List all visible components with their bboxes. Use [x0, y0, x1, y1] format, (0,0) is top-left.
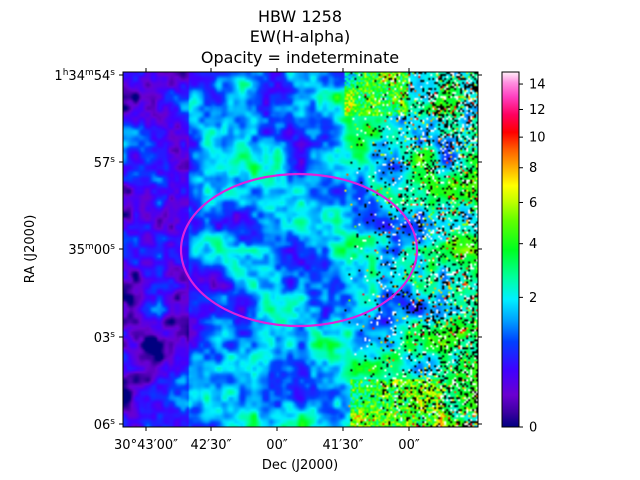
heatmap-image	[123, 72, 478, 427]
y-tick-label: 35m00s	[68, 242, 115, 258]
chart-title-line-3: Opacity = indeterminate	[201, 48, 399, 67]
x-tick-label: 42′30″	[191, 438, 232, 453]
y-tick-label: 1h34m54s	[54, 68, 115, 84]
x-tick-label: 41′30″	[323, 438, 364, 453]
colorbar-tick-label: 6	[529, 196, 537, 211]
y-tick-label: 03s	[94, 330, 116, 346]
aperture-ellipse	[179, 172, 419, 328]
x-tick-label: 30°43′00″	[114, 438, 178, 453]
colorbar	[501, 71, 520, 428]
colorbar-tick-label: 12	[529, 103, 546, 118]
chart-title-line-2: EW(H-alpha)	[250, 27, 351, 46]
x-axis-label: Dec (J2000)	[262, 458, 338, 473]
colorbar-tick-label: 0	[529, 421, 537, 436]
colorbar-tick-label: 8	[529, 161, 537, 176]
x-axis-ticks: 30°43′00″ 42′30″ 00″ 41′30″ 00″	[114, 68, 420, 453]
colorbar-tick-label: 2	[529, 291, 537, 306]
y-tick-label: 06s	[94, 417, 116, 433]
y-axis-ticks: 1h34m54s 57s 35m00s 03s 06s	[54, 68, 482, 433]
colorbar-tick-label: 10	[529, 131, 546, 146]
colorbar-tick-label: 4	[529, 237, 537, 252]
colorbar-tick-label: 14	[529, 78, 546, 93]
colorbar-ticks: 0 2 4 6 8 10 12 14	[519, 78, 546, 436]
x-tick-label: 00″	[266, 438, 288, 453]
y-axis-label: RA (J2000)	[23, 215, 38, 284]
y-tick-label: 57s	[94, 155, 116, 171]
plot-area	[123, 72, 478, 427]
chart-title-line-1: HBW 1258	[258, 7, 342, 26]
x-tick-label: 00″	[398, 438, 420, 453]
